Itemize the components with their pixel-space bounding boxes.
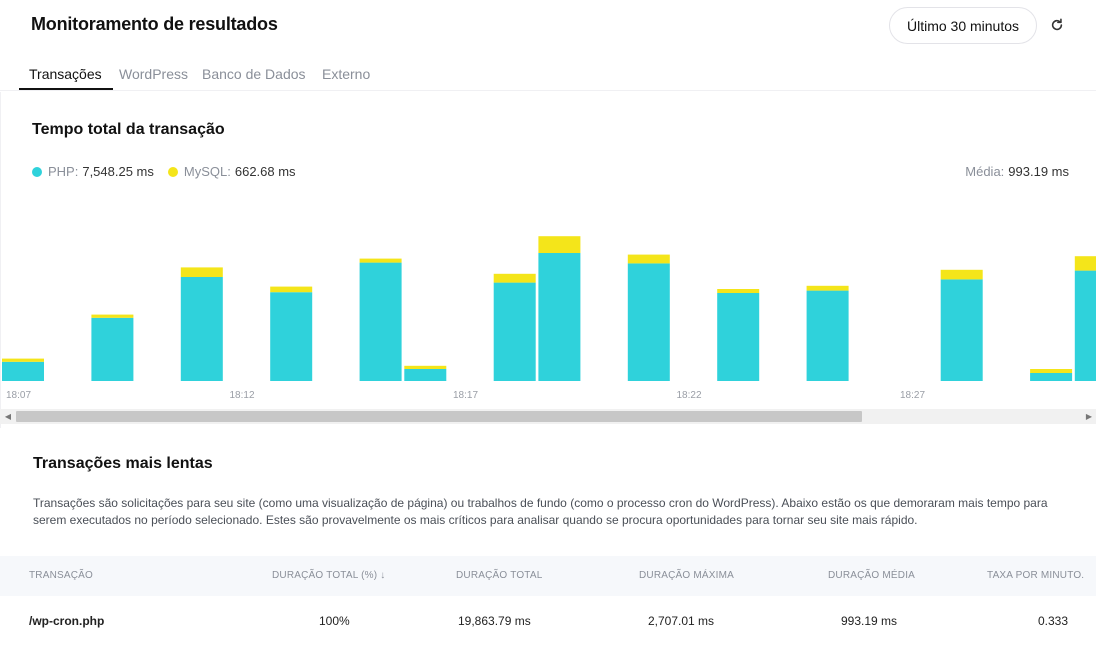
- legend-mysql[interactable]: MySQL: 662.68 ms: [167, 164, 296, 179]
- chart-scrollbar[interactable]: ◀ ▶: [0, 409, 1096, 424]
- chart-title: Tempo total da transação: [32, 121, 225, 138]
- bar-php-16[interactable]: [717, 293, 760, 381]
- bar-mysql-21[interactable]: [940, 269, 983, 280]
- bar-mysql-24[interactable]: [1074, 256, 1096, 271]
- time-range-button[interactable]: Último 30 minutos: [889, 7, 1037, 44]
- bar-php-14[interactable]: [627, 263, 670, 381]
- chart-legend: PHP: 7,548.25 ms MySQL: 662.68 ms: [32, 164, 310, 179]
- scroll-right-icon[interactable]: ▶: [1085, 412, 1093, 421]
- tab-externo[interactable]: Externo: [322, 66, 371, 82]
- stacked-bar-chart: 18:07 18:12 18:17 18:22 18:27: [2, 236, 1096, 401]
- bar-php-8[interactable]: [359, 262, 402, 381]
- chart-average: Média: 993.19 ms: [965, 164, 1069, 179]
- bar-php-24[interactable]: [1074, 270, 1096, 381]
- header: Monitoramento de resultados Último 30 mi…: [0, 0, 1096, 56]
- bar-php-18[interactable]: [806, 290, 849, 381]
- legend-mysql-value: 662.68 ms: [234, 164, 296, 179]
- bar-mysql-6[interactable]: [270, 286, 313, 293]
- cell-transaction[interactable]: /wp-cron.php: [29, 614, 105, 628]
- bar-mysql-4[interactable]: [180, 267, 223, 277]
- refresh-icon: [1051, 18, 1063, 31]
- bar-mysql-0[interactable]: [2, 358, 44, 362]
- active-tab-indicator: [19, 88, 113, 90]
- tab-banco-de-dados[interactable]: Banco de Dados: [202, 66, 306, 82]
- average-label: Média:: [965, 164, 1005, 179]
- column-header-rate[interactable]: TAXA POR MINUTO.: [987, 570, 1085, 581]
- scroll-thumb[interactable]: [16, 411, 862, 422]
- cell-max: 2,707.01 ms: [648, 614, 715, 628]
- tab-wordpress[interactable]: WordPress: [119, 66, 188, 82]
- legend-mysql-label: MySQL:: [183, 164, 231, 179]
- bar-php-21[interactable]: [940, 279, 983, 381]
- bar-mysql-2[interactable]: [91, 314, 134, 318]
- bar-mysql-12[interactable]: [538, 236, 581, 253]
- cell-rate: 0.333: [1038, 614, 1069, 628]
- legend-php-label: PHP:: [48, 164, 79, 179]
- slowest-description: Transações são solicitações para seu sit…: [33, 496, 1048, 527]
- chart-card: Tempo total da transação PHP: 7,548.25 m…: [0, 92, 1096, 428]
- column-header-transaction[interactable]: TRANSAÇÃO: [29, 570, 94, 581]
- refresh-button[interactable]: [1046, 14, 1068, 36]
- slowest-title: Transações mais lentas: [33, 455, 213, 472]
- average-value: 993.19 ms: [1008, 164, 1069, 179]
- bar-php-9[interactable]: [404, 369, 447, 381]
- bar-mysql-9[interactable]: [404, 365, 447, 369]
- x-tick-label-2: 18:17: [453, 390, 478, 401]
- column-header-total[interactable]: DURAÇÃO TOTAL: [456, 570, 543, 581]
- tab-transacoes[interactable]: Transações: [29, 66, 102, 82]
- bar-php-2[interactable]: [91, 317, 134, 381]
- bar-php-6[interactable]: [270, 292, 313, 381]
- cell-total: 19,863.79 ms: [458, 614, 531, 628]
- cell-avg: 993.19 ms: [841, 614, 898, 628]
- bar-php-4[interactable]: [180, 277, 223, 381]
- table-row[interactable]: /wp-cron.php 100% 19,863.79 ms 2,707.01 …: [0, 596, 1096, 646]
- legend-php-value: 7,548.25 ms: [82, 164, 154, 179]
- column-header-total-pct[interactable]: DURAÇÃO TOTAL (%) ↓: [272, 570, 386, 581]
- bar-php-0[interactable]: [2, 361, 44, 381]
- x-tick-label-1: 18:12: [230, 390, 255, 401]
- bar-mysql-11[interactable]: [493, 273, 536, 283]
- cell-total-pct: 100%: [319, 614, 350, 628]
- bar-mysql-8[interactable]: [359, 258, 402, 263]
- transactions-table: TRANSAÇÃO DURAÇÃO TOTAL (%) ↓ DURAÇÃO TO…: [0, 556, 1096, 646]
- x-tick-label-4: 18:27: [900, 390, 925, 401]
- tab-bar: Transações WordPress Banco de Dados Exte…: [0, 58, 1096, 91]
- page-title: Monitoramento de resultados: [31, 14, 278, 34]
- legend-php[interactable]: PHP: 7,548.25 ms: [32, 164, 154, 179]
- x-tick-label-0: 18:07: [6, 390, 31, 401]
- x-tick-label-3: 18:22: [677, 390, 702, 401]
- scroll-left-icon[interactable]: ◀: [4, 412, 12, 421]
- php-dot-icon: [32, 166, 42, 177]
- bar-mysql-16[interactable]: [717, 289, 760, 293]
- bar-php-11[interactable]: [493, 282, 536, 381]
- bar-mysql-23[interactable]: [1030, 369, 1073, 373]
- bar-mysql-14[interactable]: [627, 254, 670, 264]
- column-header-max[interactable]: DURAÇÃO MÁXIMA: [639, 570, 735, 581]
- mysql-dot-icon: [167, 166, 178, 177]
- bar-php-12[interactable]: [538, 253, 581, 381]
- column-header-avg[interactable]: DURAÇÃO MÉDIA: [828, 570, 916, 581]
- table-header: TRANSAÇÃO DURAÇÃO TOTAL (%) ↓ DURAÇÃO TO…: [0, 556, 1096, 596]
- bar-mysql-18[interactable]: [806, 285, 849, 291]
- bar-php-23[interactable]: [1030, 373, 1073, 381]
